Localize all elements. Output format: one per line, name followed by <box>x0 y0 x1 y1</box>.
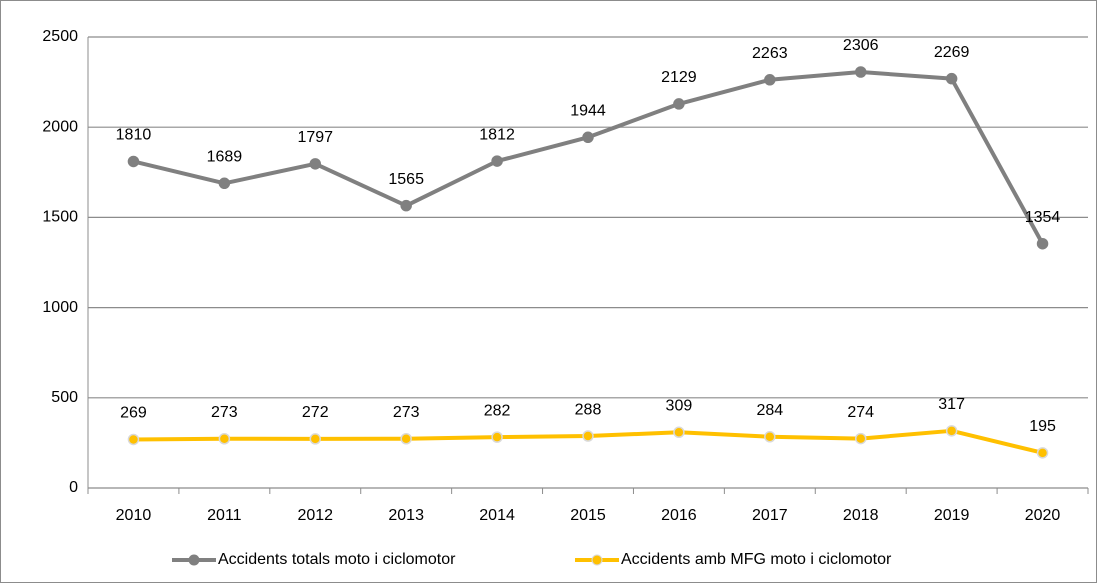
legend-marker <box>188 554 200 566</box>
data-label: 269 <box>120 405 147 422</box>
data-label: 1812 <box>479 126 515 143</box>
data-label: 273 <box>393 404 420 421</box>
point <box>127 155 140 168</box>
data-label: 2263 <box>752 45 788 62</box>
x-tick-label: 2020 <box>1025 507 1061 524</box>
x-tick-label: 2019 <box>934 507 970 524</box>
x-tick-label: 2016 <box>661 507 697 524</box>
x-tick-label: 2011 <box>207 507 242 524</box>
point <box>945 425 958 437</box>
x-tick-label: 2010 <box>116 507 152 524</box>
point <box>854 432 867 445</box>
data-label: 195 <box>1029 418 1056 435</box>
y-tick-label: 1000 <box>42 299 78 316</box>
data-label: 273 <box>211 404 238 421</box>
x-tick-label: 2013 <box>388 507 424 524</box>
point <box>218 177 231 190</box>
point <box>1036 237 1049 250</box>
point <box>945 72 958 85</box>
data-label: 2269 <box>934 44 970 61</box>
point <box>1036 447 1049 459</box>
data-label: 1797 <box>297 129 333 146</box>
point <box>764 431 776 443</box>
y-tick-label: 1500 <box>42 209 78 226</box>
data-label: 1689 <box>207 149 243 166</box>
legend-marker <box>591 554 603 566</box>
data-label: 317 <box>938 396 965 413</box>
x-tick-label: 2018 <box>843 507 879 524</box>
point <box>582 430 594 442</box>
data-label: 1944 <box>570 103 606 120</box>
legend-label: Accidents amb MFG moto i ciclomotor <box>621 551 892 568</box>
data-label: 309 <box>666 397 693 414</box>
data-label: 1565 <box>388 171 424 188</box>
y-tick-label: 2000 <box>42 118 78 135</box>
point <box>218 433 231 445</box>
point <box>127 433 140 446</box>
point <box>400 433 412 445</box>
x-tick-label: 2012 <box>297 507 333 524</box>
data-label: 284 <box>756 402 783 419</box>
point <box>491 155 503 167</box>
data-label: 2306 <box>843 37 879 54</box>
x-tick-label: 2015 <box>570 507 606 524</box>
point <box>854 66 867 78</box>
y-tick-label: 2500 <box>42 28 78 45</box>
point <box>309 158 322 170</box>
point <box>400 199 412 212</box>
point <box>764 74 776 86</box>
data-label: 272 <box>302 404 329 421</box>
data-label: 1810 <box>116 127 152 144</box>
point <box>673 98 685 110</box>
data-label: 2129 <box>661 69 697 86</box>
point <box>582 131 594 144</box>
data-label: 1354 <box>1025 209 1061 226</box>
data-label: 288 <box>575 401 602 418</box>
point <box>309 433 322 445</box>
data-label: 274 <box>847 404 874 421</box>
data-label: 282 <box>484 402 511 419</box>
point <box>491 431 503 443</box>
x-tick-label: 2017 <box>752 507 788 524</box>
y-tick-label: 500 <box>51 389 78 406</box>
y-tick-label: 0 <box>69 479 78 496</box>
point <box>673 426 685 439</box>
legend-label: Accidents totals moto i ciclomotor <box>218 551 456 568</box>
x-tick-label: 2014 <box>479 507 515 524</box>
